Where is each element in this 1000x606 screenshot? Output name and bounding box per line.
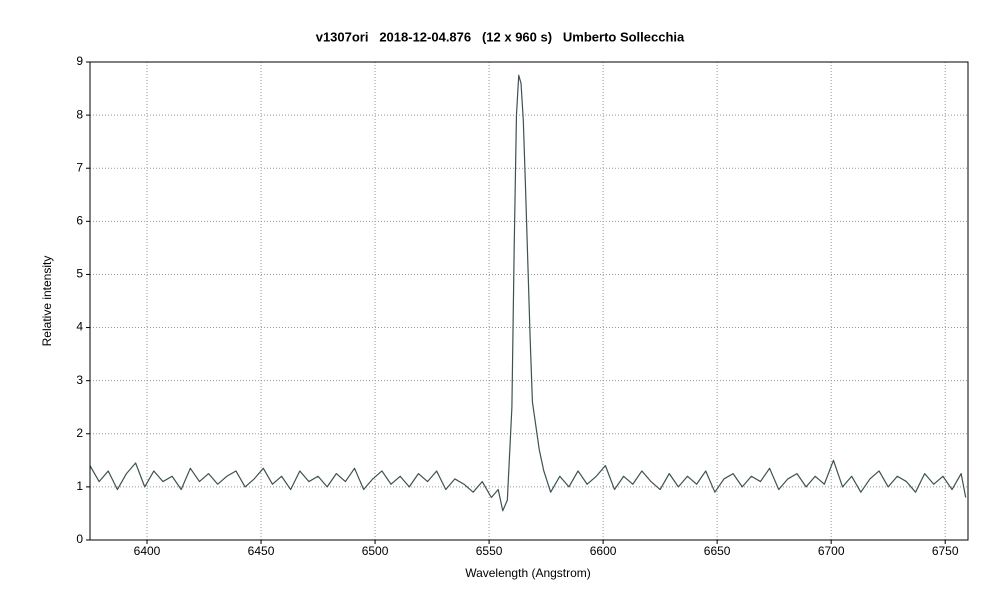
x-tick-label: 6700 bbox=[818, 544, 845, 558]
x-tick-label: 6550 bbox=[476, 544, 503, 558]
chart-title: v1307ori 2018-12-04.876 (12 x 960 s) Umb… bbox=[316, 29, 685, 44]
y-tick-label: 5 bbox=[76, 267, 83, 281]
y-tick-label: 4 bbox=[76, 320, 83, 334]
plot-frame bbox=[89, 61, 969, 541]
x-axis-label: Wavelength (Angstrom) bbox=[465, 566, 591, 580]
y-tick-label: 2 bbox=[76, 426, 83, 440]
y-tick-label: 0 bbox=[76, 532, 83, 546]
y-axis-label: Relative intensity bbox=[40, 256, 54, 347]
x-tick-label: 6650 bbox=[704, 544, 731, 558]
x-tick-label: 6400 bbox=[134, 544, 161, 558]
x-tick-label: 6750 bbox=[932, 544, 959, 558]
y-tick-label: 1 bbox=[76, 479, 83, 493]
x-tick-label: 6500 bbox=[362, 544, 389, 558]
y-tick-label: 7 bbox=[76, 160, 83, 174]
x-tick-label: 6450 bbox=[248, 544, 275, 558]
spectrum-line bbox=[89, 74, 967, 512]
y-tick-label: 3 bbox=[76, 373, 83, 387]
x-tick-label: 6600 bbox=[590, 544, 617, 558]
y-tick-label: 9 bbox=[76, 54, 83, 68]
y-tick-label: 8 bbox=[76, 107, 83, 121]
y-tick-label: 6 bbox=[76, 214, 83, 228]
